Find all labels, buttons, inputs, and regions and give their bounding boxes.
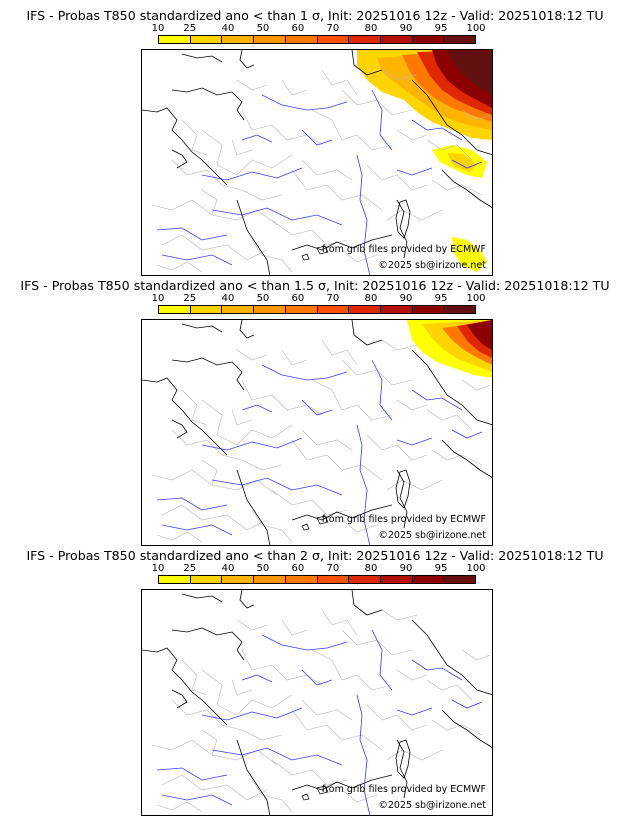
colorbar-cell xyxy=(412,576,445,583)
colorbar-label: 10 xyxy=(151,563,165,574)
colorbar xyxy=(158,305,476,314)
map-svg xyxy=(142,590,492,815)
colorbar-cell xyxy=(254,36,286,43)
colorbar-cell xyxy=(349,576,381,583)
colorbar-labels: 10 25 40 50 60 70 80 90 95 100 xyxy=(152,563,486,575)
data-source-credit: from grib files provided by ECMWF xyxy=(321,784,486,795)
colorbar-cell xyxy=(349,36,381,43)
colorbar-label: 40 xyxy=(221,293,235,304)
colorbar-cell xyxy=(222,36,255,43)
colorbar-cell xyxy=(254,306,286,313)
colorbar-cell xyxy=(159,576,191,583)
colorbar-cell xyxy=(412,306,445,313)
colorbar-cell xyxy=(380,306,413,313)
colorbar-cell xyxy=(285,306,318,313)
colorbar-cell xyxy=(349,306,381,313)
colorbar-label: 25 xyxy=(183,293,197,304)
colorbar-cell xyxy=(190,306,223,313)
colorbar-label: 80 xyxy=(364,23,378,34)
colorbar-cell xyxy=(254,576,286,583)
colorbar xyxy=(158,35,476,44)
colorbar-label: 80 xyxy=(364,563,378,574)
colorbar-label: 50 xyxy=(256,563,270,574)
colorbar-label: 10 xyxy=(151,23,165,34)
map-svg xyxy=(142,50,492,275)
colorbar-label: 95 xyxy=(434,293,448,304)
colorbar-cell xyxy=(444,36,476,43)
copyright-credit: ©2025 sb@irizone.net xyxy=(378,530,486,541)
colorbar-cell xyxy=(190,36,223,43)
colorbar-label: 50 xyxy=(256,293,270,304)
colorbar-label: 100 xyxy=(466,563,486,574)
colorbar-cell xyxy=(285,576,318,583)
colorbar-label: 90 xyxy=(399,293,413,304)
colorbar-label: 100 xyxy=(466,23,486,34)
panel-title: IFS - Probas T850 standardized ano < tha… xyxy=(20,278,610,293)
data-source-credit: from grib files provided by ECMWF xyxy=(321,244,486,255)
colorbar-cell xyxy=(159,36,191,43)
colorbar-label: 95 xyxy=(434,23,448,34)
colorbar-label: 60 xyxy=(291,293,305,304)
colorbar-label: 50 xyxy=(256,23,270,34)
colorbar-labels: 10 25 40 50 60 70 80 90 95 100 xyxy=(152,23,486,35)
data-source-credit: from grib files provided by ECMWF xyxy=(321,514,486,525)
colorbar-cell xyxy=(444,576,476,583)
probability-map: from grib files provided by ECMWF ©2025 … xyxy=(141,319,493,546)
colorbar-label: 25 xyxy=(183,563,197,574)
probability-shading xyxy=(407,320,492,378)
copyright-credit: ©2025 sb@irizone.net xyxy=(378,800,486,811)
colorbar-cell xyxy=(412,36,445,43)
probability-map: from grib files provided by ECMWF ©2025 … xyxy=(141,589,493,816)
colorbar-label: 25 xyxy=(183,23,197,34)
colorbar-label: 40 xyxy=(221,23,235,34)
colorbar-label: 100 xyxy=(466,293,486,304)
colorbar-label: 10 xyxy=(151,293,165,304)
colorbar-cell xyxy=(285,36,318,43)
colorbar-label: 80 xyxy=(364,293,378,304)
colorbar-label: 40 xyxy=(221,563,235,574)
colorbar xyxy=(158,575,476,584)
colorbar-label: 90 xyxy=(399,563,413,574)
panel-3: IFS - Probas T850 standardized ano < tha… xyxy=(0,540,630,816)
probability-map: from grib files provided by ECMWF ©2025 … xyxy=(141,49,493,276)
panel-title: IFS - Probas T850 standardized ano < tha… xyxy=(26,548,604,563)
colorbar-label: 70 xyxy=(326,563,340,574)
colorbar-cell xyxy=(222,576,255,583)
colorbar-cell xyxy=(317,306,350,313)
colorbar-cell xyxy=(317,36,350,43)
colorbar-cell xyxy=(317,576,350,583)
colorbar-cell xyxy=(380,36,413,43)
panel-title: IFS - Probas T850 standardized ano < tha… xyxy=(26,8,604,23)
colorbar-label: 90 xyxy=(399,23,413,34)
colorbar-cell xyxy=(444,306,476,313)
colorbar-label: 60 xyxy=(291,563,305,574)
colorbar-label: 70 xyxy=(326,23,340,34)
colorbar-label: 95 xyxy=(434,563,448,574)
colorbar-cell xyxy=(190,576,223,583)
probability-shading xyxy=(357,50,492,272)
colorbar-label: 70 xyxy=(326,293,340,304)
colorbar-labels: 10 25 40 50 60 70 80 90 95 100 xyxy=(152,293,486,305)
panel-2: IFS - Probas T850 standardized ano < tha… xyxy=(0,270,630,546)
copyright-credit: ©2025 sb@irizone.net xyxy=(378,260,486,271)
colorbar-cell xyxy=(380,576,413,583)
colorbar-cell xyxy=(159,306,191,313)
panel-1: IFS - Probas T850 standardized ano < tha… xyxy=(0,0,630,276)
map-svg xyxy=(142,320,492,545)
colorbar-label: 60 xyxy=(291,23,305,34)
colorbar-cell xyxy=(222,306,255,313)
